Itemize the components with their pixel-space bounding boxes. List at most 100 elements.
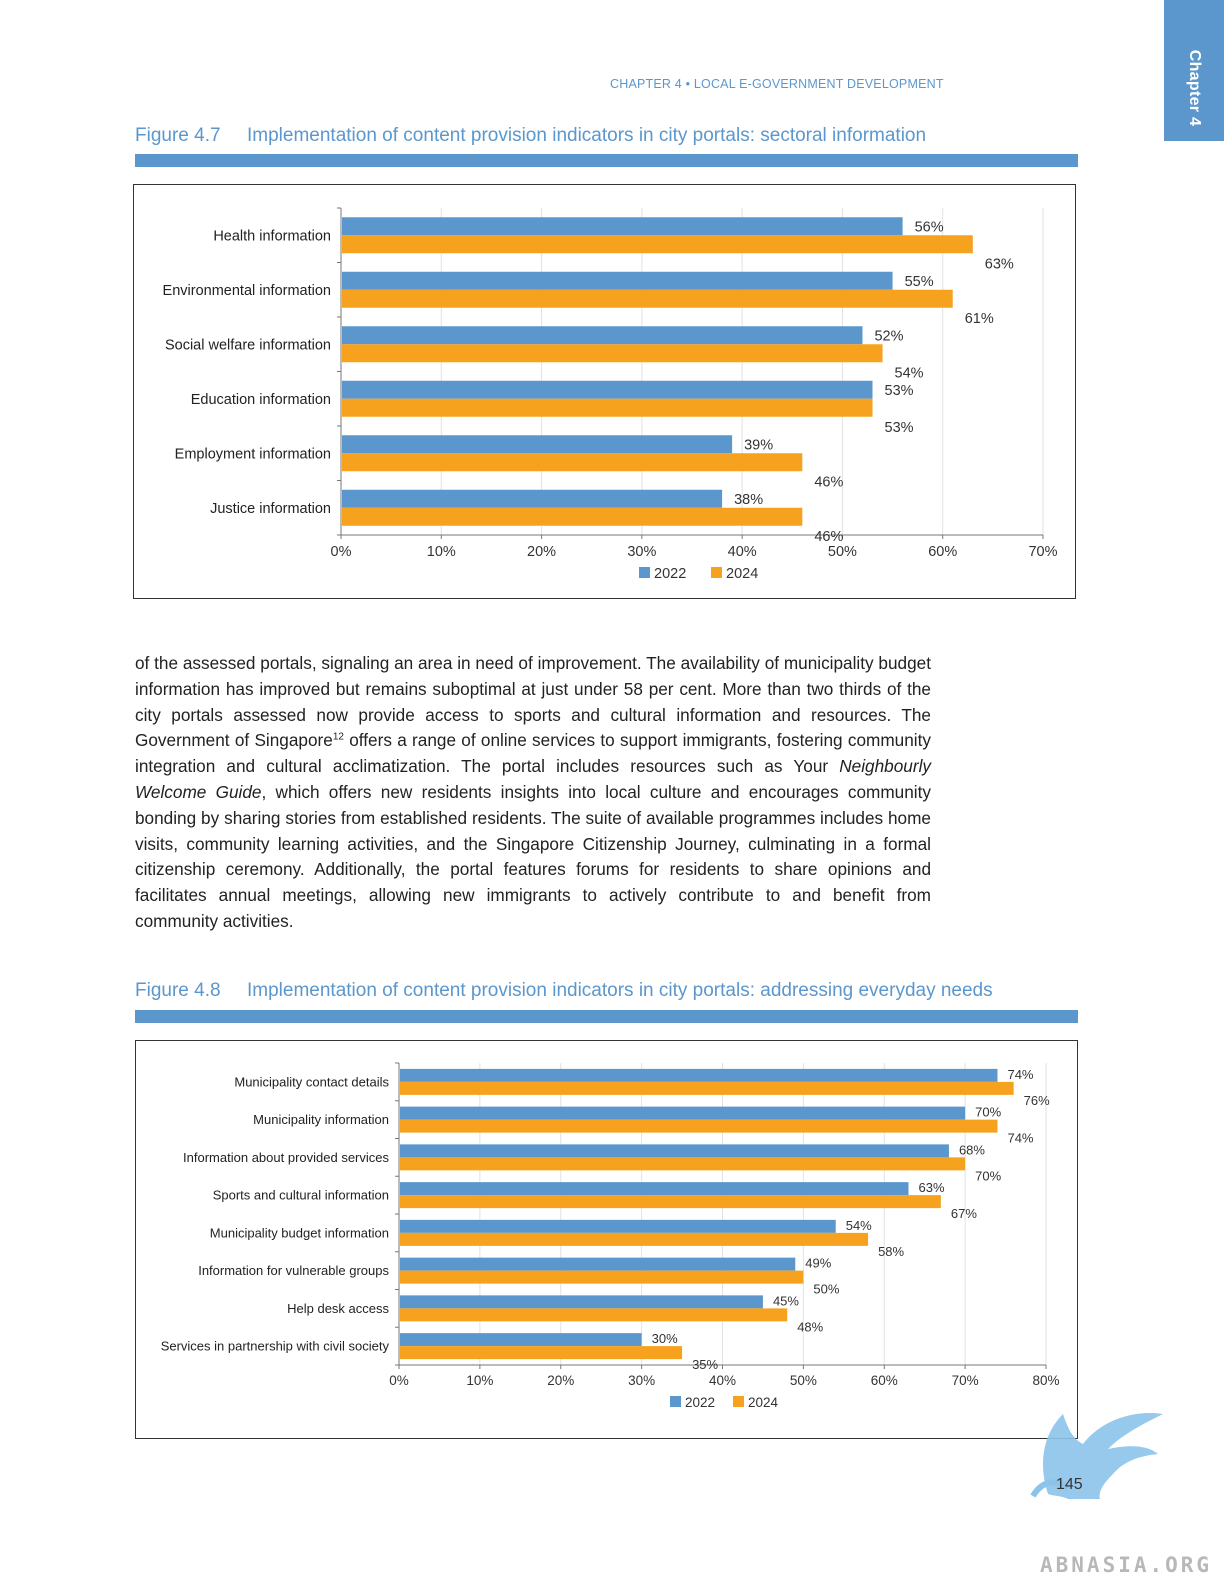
fig2-value-label-2024: 67% xyxy=(951,1206,977,1221)
fig2-category-label: Municipality contact details xyxy=(234,1074,389,1089)
fig2-legend-swatch-2022 xyxy=(670,1396,681,1407)
fig2-category-label: Information about provided services xyxy=(183,1150,389,1165)
footnote-ref[interactable]: 12 xyxy=(332,731,344,743)
fig2-category-label: Information for vulnerable groups xyxy=(198,1263,389,1278)
fig2-xtick-label: 50% xyxy=(790,1373,817,1388)
fig2-value-label-2022: 45% xyxy=(773,1293,799,1308)
fig2-bar-2024 xyxy=(400,1270,804,1284)
page-number: 145 xyxy=(1056,1476,1083,1493)
fig2-bar-2022 xyxy=(400,1219,836,1233)
fig2-value-label-2024: 48% xyxy=(797,1319,823,1334)
fig1-bar-2024 xyxy=(342,235,973,254)
fig2-xtick-label: 80% xyxy=(1032,1373,1059,1388)
fig1-bar-2024 xyxy=(342,289,953,308)
fig2-xtick-label: 30% xyxy=(628,1373,655,1388)
watermark-text: ABNASIA.ORG xyxy=(1040,1553,1213,1577)
fig1-xtick-label: 0% xyxy=(331,544,352,560)
figure-4-7-number: Figure 4.7 xyxy=(135,125,221,146)
fig1-xtick-label: 70% xyxy=(1028,544,1057,560)
fig1-xtick-label: 10% xyxy=(427,544,456,560)
running-head: CHAPTER 4 • LOCAL E-GOVERNMENT DEVELOPME… xyxy=(610,77,944,91)
fig2-value-label-2022: 74% xyxy=(1007,1067,1033,1082)
figure-4-7-chart: 0% 10% 20% 30% 40% 50% 60% 70% Health informatio… xyxy=(133,184,1076,599)
body-text-part3: , which offers new residents insights in… xyxy=(135,781,931,931)
chapter-tab-label: Chapter 4 xyxy=(1186,49,1203,127)
fig2-value-label-2024: 74% xyxy=(1007,1131,1033,1146)
fig2-bar-2024 xyxy=(400,1308,788,1322)
fig1-legend-swatch-2022 xyxy=(639,567,650,578)
fig2-bar-2024 xyxy=(400,1081,1014,1095)
fig2-bar-2024 xyxy=(400,1195,941,1209)
fig1-bar-2022 xyxy=(342,380,873,399)
chapter-tab: Chapter 4 xyxy=(1164,0,1224,141)
fig2-value-label-2022: 70% xyxy=(975,1105,1001,1120)
griffin-logo-icon xyxy=(1030,1413,1163,1499)
fig1-value-label-2022: 53% xyxy=(885,383,914,399)
fig2-bar-2024 xyxy=(400,1346,683,1360)
fig2-category-label: Municipality budget information xyxy=(210,1225,389,1240)
fig1-legend-label-2022: 2022 xyxy=(654,566,686,582)
fig1-value-label-2022: 55% xyxy=(905,274,934,290)
fig1-value-label-2022: 38% xyxy=(734,492,763,508)
fig2-xtick-label: 10% xyxy=(466,1373,493,1388)
fig2-xtick-label: 0% xyxy=(389,1373,409,1388)
fig2-value-label-2024: 35% xyxy=(692,1357,718,1372)
fig1-xtick-label: 20% xyxy=(527,544,556,560)
figure-4-8-chart: 0% 10% 20% 30% 40% 50% 60% 70% 80% Municipality c… xyxy=(135,1040,1078,1439)
fig2-bar-2024 xyxy=(400,1119,998,1133)
fig2-legend-swatch-2024 xyxy=(733,1396,744,1407)
fig1-legend-label-2024: 2024 xyxy=(726,566,758,582)
fig1-xtick-label: 30% xyxy=(627,544,656,560)
fig2-xtick-label: 40% xyxy=(709,1373,736,1388)
fig2-category-label: Help desk access xyxy=(287,1301,389,1316)
fig1-category-label: Education information xyxy=(191,392,331,408)
fig2-bar-2022 xyxy=(400,1295,763,1309)
fig1-bar-2022 xyxy=(342,435,733,454)
fig1-xtick-label: 50% xyxy=(828,544,857,560)
figure-4-7-caption: Implementation of content provision indi… xyxy=(247,125,927,146)
fig2-bar-2022 xyxy=(400,1068,998,1082)
body-text-part2: offers a range of online services to sup… xyxy=(135,730,931,777)
fig1-bar-2022 xyxy=(342,217,903,236)
fig2-value-label-2024: 50% xyxy=(813,1282,839,1297)
fig2-xtick-label: 70% xyxy=(952,1373,979,1388)
fig1-value-label-2022: 56% xyxy=(915,219,944,235)
figure-4-8-rule xyxy=(135,1010,1078,1023)
body-text-part1: of the assessed portals, signaling an ar… xyxy=(135,653,931,751)
fig1-value-label-2024: 53% xyxy=(885,420,914,436)
fig2-value-label-2022: 49% xyxy=(805,1256,831,1271)
fig1-bar-2022 xyxy=(342,489,723,508)
fig1-category-label: Justice information xyxy=(210,501,331,517)
fig1-value-label-2022: 52% xyxy=(874,328,903,344)
body-paragraph: of the assessed portals, signaling an ar… xyxy=(135,651,931,935)
fig2-bar-2024 xyxy=(400,1232,869,1246)
fig1-bar-2022 xyxy=(342,326,863,345)
fig1-value-label-2022: 39% xyxy=(744,437,773,453)
fig1-legend-swatch-2024 xyxy=(711,567,722,578)
fig2-category-label: Sports and cultural information xyxy=(213,1188,389,1203)
fig2-legend-label-2024: 2024 xyxy=(748,1395,779,1410)
fig2-legend-label-2022: 2022 xyxy=(685,1395,715,1410)
fig1-value-label-2024: 46% xyxy=(814,529,843,545)
fig2-value-label-2022: 30% xyxy=(652,1331,678,1346)
fig2-bar-2024 xyxy=(400,1157,966,1171)
fig2-value-label-2024: 70% xyxy=(975,1168,1001,1183)
fig1-category-label: Health information xyxy=(213,228,331,244)
figure-4-7-rule xyxy=(135,154,1078,167)
fig2-value-label-2022: 54% xyxy=(846,1218,872,1233)
figure-4-8-number: Figure 4.8 xyxy=(135,980,221,1001)
fig1-bar-2024 xyxy=(342,344,883,363)
fig2-value-label-2022: 68% xyxy=(959,1142,985,1157)
fig1-bar-2022 xyxy=(342,271,893,290)
fig1-bar-2024 xyxy=(342,453,803,472)
fig1-value-label-2024: 54% xyxy=(895,365,924,381)
fig1-category-label: Environmental information xyxy=(163,283,331,299)
fig2-xtick-label: 20% xyxy=(547,1373,574,1388)
body-text-italic: Neighbourly Welcome Guide xyxy=(135,756,931,802)
fig1-bar-2024 xyxy=(342,507,803,526)
fig2-value-label-2024: 76% xyxy=(1024,1093,1050,1108)
figure-4-8-caption: Implementation of content provision indi… xyxy=(247,980,993,1001)
fig2-value-label-2022: 63% xyxy=(919,1180,945,1195)
fig2-bar-2022 xyxy=(400,1333,642,1347)
fig1-bar-2024 xyxy=(342,398,873,417)
